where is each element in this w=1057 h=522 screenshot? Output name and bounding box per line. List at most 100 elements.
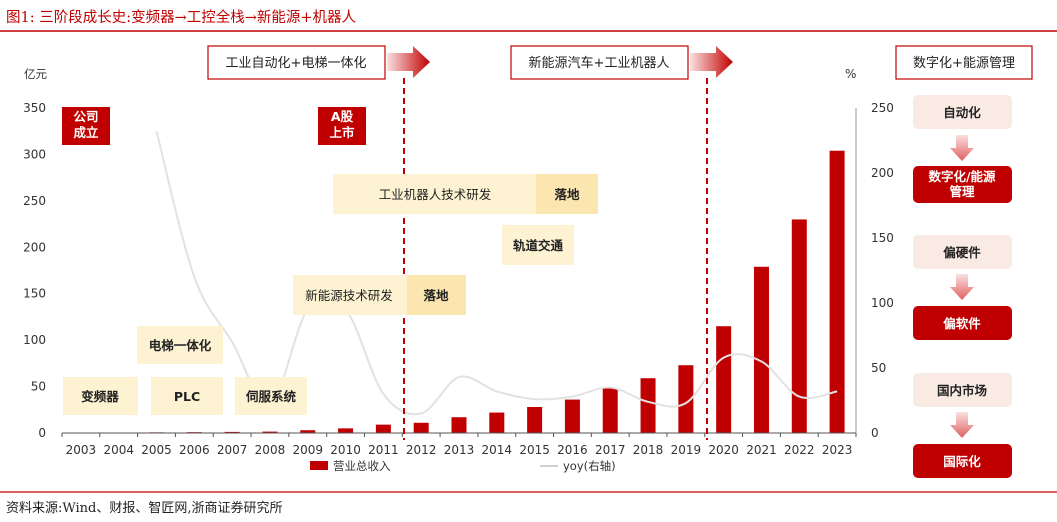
yoy-line [155, 131, 838, 416]
right-tick-label: 250 [871, 101, 894, 115]
x-tick-label: 2013 [444, 443, 475, 457]
revenue-bar [300, 430, 316, 433]
product-box-robot-rd-label: 工业机器人技术研发 [379, 187, 492, 202]
left-tick-label: 200 [23, 240, 46, 254]
product-box-inverter-label: 变频器 [81, 389, 119, 404]
revenue-bar [716, 326, 732, 433]
x-tick-label: 2022 [784, 443, 815, 457]
product-box-nev-rd: 新能源技术研发 落地 [293, 275, 466, 315]
legend-bar-label: 营业总收入 [333, 459, 391, 473]
revenue-bar [602, 388, 618, 433]
revenue-bar [564, 399, 580, 433]
product-box-plc-label: PLC [174, 389, 200, 404]
flow-3-to: 国际化 [943, 454, 981, 469]
left-tick-label: 0 [38, 426, 46, 440]
revenue-bar [338, 428, 354, 433]
x-tick-label: 2020 [708, 443, 739, 457]
x-tick-label: 2019 [671, 443, 702, 457]
phase-arrow-1: 工业自动化+电梯一体化 [207, 45, 430, 80]
left-tick-label: 50 [31, 380, 46, 394]
left-tick-label: 100 [23, 333, 46, 347]
revenue-bar [829, 150, 845, 433]
flow-3-arrow-icon [950, 412, 974, 438]
x-tick-label: 2016 [557, 443, 588, 457]
side-panel: 数字化+能源管理 自动化 数字化/能源管理 偏硬件 偏软件 国内市场 国际化 [895, 45, 1033, 478]
revenue-bar [451, 417, 467, 433]
right-tick-label: 200 [871, 166, 894, 180]
x-tick-label: 2006 [179, 443, 210, 457]
product-box-robot-rd: 工业机器人技术研发 落地 [333, 174, 598, 214]
milestone-ipo-label: A股上市 [329, 109, 355, 140]
revenue-bar [527, 407, 543, 433]
x-tick-label: 2012 [406, 443, 437, 457]
left-tick-label: 250 [23, 194, 46, 208]
product-box-elevator-label: 电梯一体化 [149, 338, 212, 353]
product-box-servo-label: 伺服系统 [245, 389, 297, 404]
flow-1-from: 自动化 [943, 105, 981, 120]
x-tick-label: 2021 [746, 443, 777, 457]
flow-1-to: 数字化/能源管理 [927, 169, 996, 199]
flow-2-to: 偏软件 [943, 316, 981, 331]
figure-caption: 图1: 三阶段成长史:变频器→工控全栈→新能源+机器人 [6, 8, 356, 26]
x-tick-label: 2014 [482, 443, 513, 457]
x-tick-label: 2010 [330, 443, 361, 457]
flow-2-arrow-icon [950, 274, 974, 300]
phase-arrow-1-icon [387, 46, 430, 78]
product-box-nev-rd-label: 新能源技术研发 [305, 288, 393, 303]
left-tick-label: 300 [23, 147, 46, 161]
product-box-rail: 轨道交通 [502, 225, 574, 265]
right-axis-unit: % [845, 67, 856, 81]
flow-1-arrow-icon [950, 135, 974, 161]
revenue-bar [791, 219, 807, 433]
x-tick-label: 2005 [141, 443, 172, 457]
milestone-ipo: A股上市 [318, 107, 366, 145]
left-tick-label: 350 [23, 101, 46, 115]
product-box-elevator: 电梯一体化 [137, 326, 223, 364]
revenue-bar [489, 412, 505, 433]
milestone-founded: 公司成立 [62, 107, 110, 145]
side-panel-title: 数字化+能源管理 [913, 56, 1015, 71]
legend: 营业总收入 yoy(右轴) [310, 459, 616, 473]
left-tick-label: 150 [23, 287, 46, 301]
revenue-bar [413, 422, 429, 433]
phase-arrow-1-label: 工业自动化+电梯一体化 [226, 56, 367, 71]
x-tick-label: 2009 [292, 443, 323, 457]
phase-arrow-2-label: 新能源汽车+工业机器人 [529, 55, 670, 71]
right-tick-label: 50 [871, 361, 886, 375]
x-tick-label: 2003 [66, 443, 97, 457]
source-note: 资料来源:Wind、财报、智匠网,浙商证券研究所 [6, 500, 283, 516]
x-axis-ticks: 2003 2004 2005 2006 2007 2008 2009 2010 2011 2012… [61, 433, 857, 457]
revenue-bars [73, 150, 845, 434]
product-box-robot-landed-label: 落地 [554, 187, 580, 202]
product-box-servo: 伺服系统 [235, 377, 307, 415]
milestone-founded-label: 公司成立 [73, 109, 99, 140]
revenue-bar [262, 431, 278, 433]
product-box-nev-landed-label: 落地 [423, 288, 449, 303]
flow-3-from: 国内市场 [937, 383, 987, 398]
left-axis-unit: 亿元 [24, 67, 47, 81]
x-tick-label: 2008 [255, 443, 286, 457]
right-tick-label: 100 [871, 296, 894, 310]
x-tick-label: 2007 [217, 443, 248, 457]
product-box-rail-label: 轨道交通 [513, 238, 564, 253]
phase-arrow-2: 新能源汽车+工业机器人 [510, 45, 733, 80]
x-tick-label: 2004 [103, 443, 134, 457]
x-tick-label: 2017 [595, 443, 626, 457]
revenue-bar [753, 266, 769, 433]
flow-2-from: 偏硬件 [943, 245, 981, 260]
right-axis-ticks: 0 50 100 150 200 250 [871, 101, 894, 440]
revenue-bar [375, 424, 391, 433]
revenue-bar [678, 365, 694, 433]
x-tick-label: 2018 [633, 443, 664, 457]
right-tick-label: 150 [871, 231, 894, 245]
x-tick-label: 2011 [368, 443, 399, 457]
product-box-plc: PLC [151, 377, 223, 415]
revenue-bar [224, 431, 240, 433]
phase-arrow-2-icon [690, 46, 733, 78]
legend-bar-swatch [310, 461, 328, 470]
x-tick-label: 2015 [519, 443, 550, 457]
product-box-inverter: 变频器 [63, 377, 138, 415]
x-tick-label: 2023 [822, 443, 853, 457]
revenue-bar [640, 378, 656, 433]
